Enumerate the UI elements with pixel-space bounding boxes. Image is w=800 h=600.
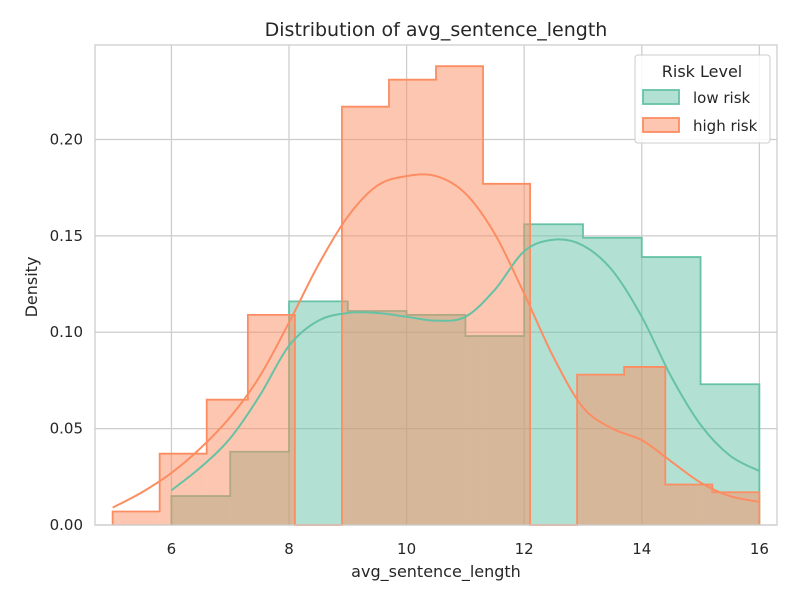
y-tick-label: 0.00 — [50, 516, 83, 534]
histogram-bars — [111, 65, 761, 526]
legend-swatch-low-risk — [642, 89, 680, 105]
legend-label-low-risk: low risk — [693, 89, 751, 107]
legend-swatch-high-risk — [642, 117, 680, 133]
x-tick-label: 12 — [515, 540, 534, 558]
x-axis-label: avg_sentence_length — [351, 562, 521, 582]
y-tick-label: 0.20 — [50, 130, 83, 148]
kde-line-high-risk — [112, 173, 760, 509]
y-tick-label: 0.15 — [50, 227, 83, 245]
bar-high-risk — [577, 374, 625, 525]
x-tick-label: 8 — [284, 540, 294, 558]
bar-high-risk — [206, 399, 248, 525]
bar-high-risk — [665, 484, 713, 525]
y-tick-label: 0.10 — [50, 323, 83, 341]
y-axis-label: Density — [22, 257, 41, 318]
bar-low-risk — [524, 224, 583, 526]
bar-high-risk — [624, 366, 666, 525]
bar-high-risk — [388, 79, 436, 525]
bar-high-risk — [159, 453, 207, 525]
x-tick-label: 16 — [750, 540, 769, 558]
bar-low-risk — [289, 301, 348, 525]
x-tick-label: 6 — [167, 540, 177, 558]
x-tick-label: 10 — [397, 540, 416, 558]
x-tick-label: 14 — [632, 540, 651, 558]
kde-line-low-risk — [170, 238, 760, 492]
y-tick-labels: 0.00 0.05 0.10 0.15 0.20 — [50, 130, 83, 534]
bar-high-risk — [436, 66, 484, 525]
step-outline-high-risk — [111, 65, 761, 526]
legend: Risk Level low risk high risk — [634, 54, 771, 144]
bar-high-risk — [341, 106, 389, 526]
bar-high-risk — [112, 511, 160, 525]
legend-title: Risk Level — [662, 62, 742, 81]
plot-frame — [94, 44, 778, 526]
x-tick-labels: 6 8 10 12 14 16 — [167, 540, 769, 558]
kde-lines — [112, 173, 760, 509]
legend-label-high-risk: high risk — [693, 117, 758, 135]
bar-high-risk — [483, 183, 531, 526]
y-tick-label: 0.05 — [50, 420, 83, 438]
chart-title: Distribution of avg_sentence_length — [265, 19, 608, 41]
